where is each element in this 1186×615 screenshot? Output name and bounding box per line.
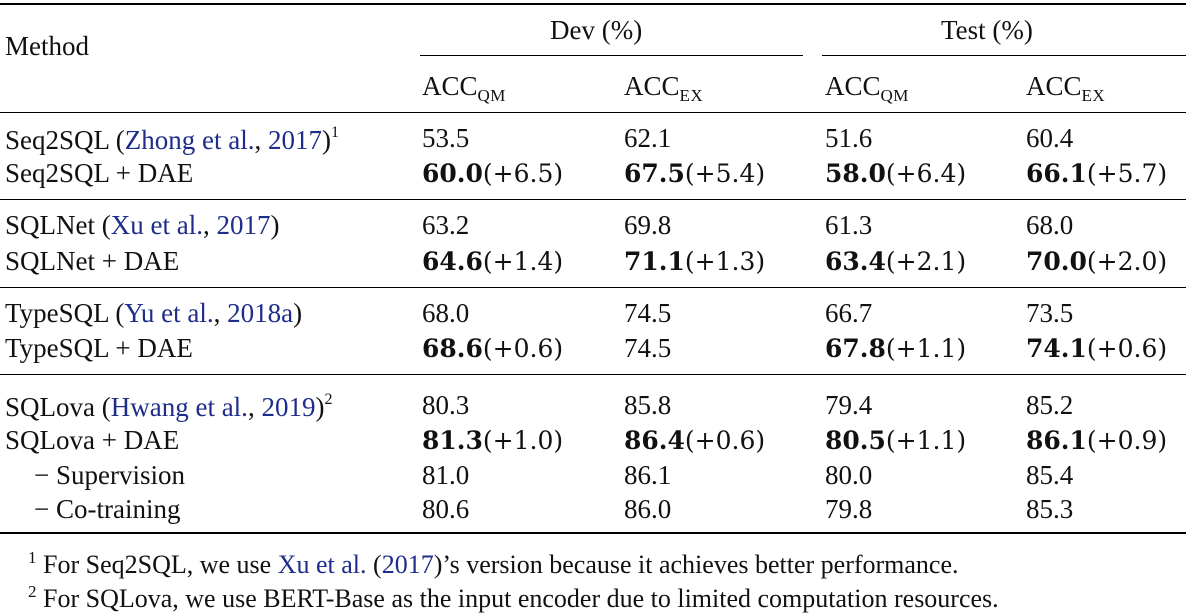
cell-test-qm: 63.4(+2.1) <box>825 247 967 276</box>
cell-dev-ex: 74.5 <box>624 333 672 363</box>
group-rule-2 <box>0 287 1186 289</box>
footnote-mark: 2 <box>28 582 37 601</box>
dev-group-rule <box>420 55 803 57</box>
cell-dev-ex: 86.4(+0.6) <box>624 426 766 455</box>
dev-header: Dev (%) <box>550 15 643 45</box>
method-seq2sql: Seq2SQL (Zhong et al., 2017)1 <box>5 124 339 155</box>
bottom-rule <box>0 532 1186 535</box>
method-header: Method <box>5 31 89 61</box>
cell-dev-qm: 68.6(+0.6) <box>422 334 564 363</box>
citation-year-link[interactable]: 2017 <box>381 550 434 579</box>
citation-link[interactable]: Yu et al. <box>124 298 214 328</box>
cell-dev-qm: 68.0 <box>422 298 470 328</box>
footnote-mark: 1 <box>28 548 37 567</box>
cell-dev-qm: 63.2 <box>422 210 470 240</box>
cell-dev-qm: 80.6 <box>422 494 470 524</box>
test-header: Test (%) <box>941 15 1033 45</box>
method-sqlnet-dae: SQLNet + DAE <box>5 246 180 276</box>
cell-dev-ex: 74.5 <box>624 298 672 328</box>
cell-test-ex: 85.3 <box>1026 494 1074 524</box>
footnote-mark: 1 <box>330 124 339 141</box>
cell-test-qm: 66.7 <box>825 298 873 328</box>
footnote-1: 1 For Seq2SQL, we use Xu et al. (2017)’s… <box>28 548 959 579</box>
footnote-mark: 2 <box>324 391 333 408</box>
cell-dev-ex: 85.8 <box>624 390 672 420</box>
cell-test-ex: 70.0(+2.0) <box>1026 247 1168 276</box>
top-rule <box>0 3 1186 6</box>
cell-test-qm: 80.5(+1.1) <box>825 426 967 455</box>
cell-dev-ex: 67.5(+5.4) <box>624 159 766 188</box>
citation-link[interactable]: Xu et al. <box>277 550 367 579</box>
cell-test-qm: 51.6 <box>825 123 873 153</box>
method-ablation-supervision: − Supervision <box>34 460 185 490</box>
col-test-ex-header: ACCEX <box>1026 71 1106 105</box>
cell-test-ex: 68.0 <box>1026 210 1074 240</box>
cell-dev-qm: 53.5 <box>422 123 470 153</box>
citation-year-link[interactable]: 2019 <box>261 392 316 422</box>
cell-test-ex: 86.1(+0.9) <box>1026 426 1168 455</box>
citation-year-link[interactable]: 2017 <box>267 125 322 155</box>
method-typesql-dae: TypeSQL + DAE <box>5 333 193 363</box>
cell-test-ex: 74.1(+0.6) <box>1026 334 1168 363</box>
cell-dev-ex: 62.1 <box>624 123 672 153</box>
group-rule-1 <box>0 199 1186 201</box>
citation-year-link[interactable]: 2018a <box>227 298 294 328</box>
group-rule-3 <box>0 374 1186 376</box>
header-rule <box>0 112 1186 114</box>
cell-test-qm: 58.0(+6.4) <box>825 159 967 188</box>
cell-test-ex: 85.4 <box>1026 460 1074 490</box>
cell-dev-ex: 86.1 <box>624 460 672 490</box>
citation-year-link[interactable]: 2017 <box>216 210 271 240</box>
col-dev-qm-header: ACCQM <box>422 71 506 105</box>
col-dev-ex-header: ACCEX <box>624 71 704 105</box>
col-test-qm-header: ACCQM <box>825 71 909 105</box>
cell-test-qm: 80.0 <box>825 460 873 490</box>
method-typesql: TypeSQL (Yu et al., 2018a) <box>5 298 303 328</box>
citation-link[interactable]: Xu et al. <box>110 210 203 240</box>
cell-dev-qm: 80.3 <box>422 390 470 420</box>
cell-test-qm: 79.4 <box>825 390 873 420</box>
method-seq2sql-dae: Seq2SQL + DAE <box>5 158 194 188</box>
cell-dev-ex: 86.0 <box>624 494 672 524</box>
cell-dev-ex: 71.1(+1.3) <box>624 247 766 276</box>
method-sqlova-dae: SQLova + DAE <box>5 425 180 455</box>
cell-dev-qm: 81.3(+1.0) <box>422 426 564 455</box>
cell-dev-ex: 69.8 <box>624 210 672 240</box>
cell-test-ex: 66.1(+5.7) <box>1026 159 1168 188</box>
cell-test-qm: 67.8(+1.1) <box>825 334 967 363</box>
method-sqlnet: SQLNet (Xu et al., 2017) <box>5 210 280 240</box>
method-ablation-cotraining: − Co-training <box>34 494 181 524</box>
cell-test-ex: 85.2 <box>1026 390 1074 420</box>
citation-link[interactable]: Zhong et al. <box>124 125 255 155</box>
test-group-rule <box>822 55 1186 57</box>
cell-test-qm: 79.8 <box>825 494 873 524</box>
cell-dev-qm: 60.0(+6.5) <box>422 159 564 188</box>
footnote-2: 2 For SQLova, we use BERT-Base as the in… <box>28 582 999 613</box>
cell-test-qm: 61.3 <box>825 210 873 240</box>
cell-dev-qm: 81.0 <box>422 460 470 490</box>
cell-dev-qm: 64.6(+1.4) <box>422 247 564 276</box>
cell-test-ex: 73.5 <box>1026 298 1074 328</box>
method-sqlova: SQLova (Hwang et al., 2019)2 <box>5 391 333 422</box>
citation-link[interactable]: Hwang et al. <box>110 392 248 422</box>
cell-test-ex: 60.4 <box>1026 123 1074 153</box>
